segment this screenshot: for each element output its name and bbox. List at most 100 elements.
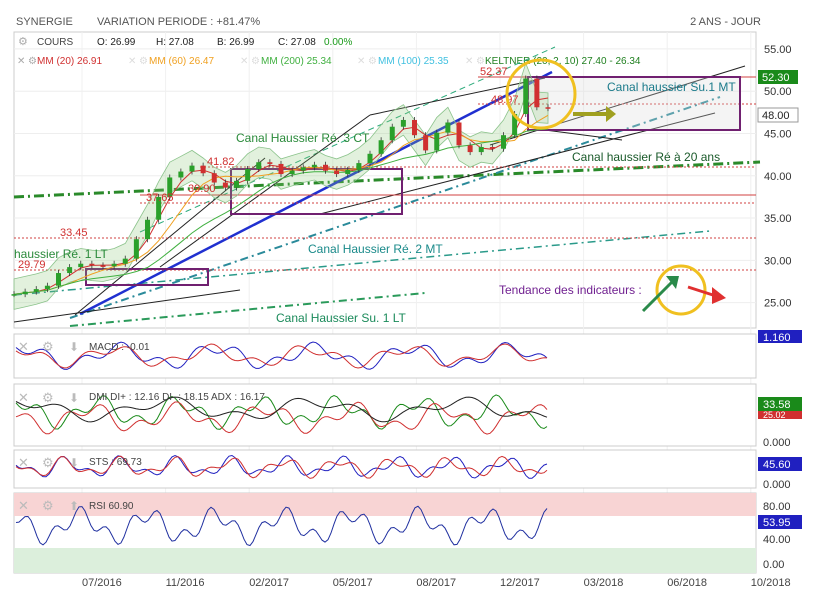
period-label: 2 ANS - JOUR xyxy=(690,16,761,28)
rsi-overbought-zone xyxy=(14,493,756,516)
price-tick-label: 45.00 xyxy=(764,128,792,140)
sts-axis-zero: 0.000 xyxy=(763,479,791,491)
channel-su-1lt-line xyxy=(69,292,426,327)
close-icon[interactable]: ✕ xyxy=(18,455,29,470)
ohlc-label: COURS xyxy=(37,37,73,48)
ohlc-close: C: 27.08 xyxy=(278,37,316,48)
highlight-circle-top xyxy=(505,58,577,130)
close-icon[interactable]: ✕ xyxy=(18,339,29,354)
annotations: Canal Haussier Ré. 3 CT Canal haussier S… xyxy=(14,66,736,325)
macd-panel xyxy=(13,333,757,379)
candle-body xyxy=(512,114,518,136)
sts-badge: 45.60 xyxy=(763,459,791,471)
candle-body xyxy=(523,78,529,115)
black-line-6 xyxy=(544,129,623,141)
x-tick-label: 12/2017 xyxy=(500,577,540,589)
candle-body xyxy=(89,263,95,266)
consolidation-box-2 xyxy=(230,168,403,215)
arrow-down-icon[interactable]: ⬇ xyxy=(69,391,79,405)
gear-icon[interactable]: ⚙ xyxy=(28,56,37,67)
price-tick-label: 25.00 xyxy=(764,298,792,310)
candle-body xyxy=(267,162,273,164)
close-icon[interactable]: ✕ xyxy=(18,390,29,405)
candle-body xyxy=(44,285,50,290)
candle-body xyxy=(545,107,551,109)
gear-icon[interactable]: ⚙ xyxy=(42,455,54,470)
candle-body xyxy=(323,164,328,171)
macd-signal-line xyxy=(15,343,548,369)
annotation-canal-re-20ans: Canal haussier Ré à 20 ans xyxy=(572,150,720,164)
ma200-label: MM (200) 25.34 xyxy=(261,56,332,67)
consolidation-box-1 xyxy=(85,268,209,286)
rsi-oversold-zone xyxy=(14,548,756,573)
candle-body xyxy=(78,263,84,268)
arrow-down-icon[interactable]: ⬇ xyxy=(69,456,79,470)
price-panel xyxy=(13,31,757,329)
arrow-down-icon[interactable]: ⬇ xyxy=(69,340,79,354)
candle-body xyxy=(256,162,262,170)
price-axis: 55.00 50.00 45.00 40.00 35.00 30.00 25.00 xyxy=(764,44,792,310)
close-icon[interactable]: ✕ xyxy=(357,56,365,67)
gear-icon[interactable]: ⚙ xyxy=(42,498,54,513)
rsi-label: RSI 60.90 xyxy=(89,501,134,512)
price-badge-52-30: 52.30 xyxy=(762,72,790,84)
macd-badge-bg xyxy=(758,330,802,343)
candle-body xyxy=(534,78,540,108)
gear-icon[interactable]: ⚙ xyxy=(18,36,28,48)
level-label-48-97: 48.97 xyxy=(491,94,519,106)
macd-label: MACD : -0.01 xyxy=(89,342,150,353)
arrow-up-icon[interactable]: ⬆ xyxy=(69,499,79,513)
candle-body xyxy=(67,267,73,274)
blue-trend-line xyxy=(79,70,553,316)
candle-body xyxy=(189,165,195,172)
highlight-marks xyxy=(505,58,726,316)
gear-icon[interactable]: ⚙ xyxy=(139,56,148,67)
price-badges: 52.30 48.00 xyxy=(757,70,799,123)
black-line-2 xyxy=(74,157,266,316)
candle-body xyxy=(200,165,206,174)
close-icon[interactable]: ✕ xyxy=(18,498,29,513)
macd-line xyxy=(15,341,548,370)
price-badge-52-30-bg xyxy=(758,70,798,84)
candle-body xyxy=(445,122,451,133)
candle-body xyxy=(412,119,417,136)
gear-icon[interactable]: ⚙ xyxy=(42,339,54,354)
candle-body xyxy=(245,169,251,181)
candle-body xyxy=(100,265,106,267)
candle-body xyxy=(122,258,128,264)
arrow-right-head xyxy=(606,106,616,122)
candle-body xyxy=(111,263,117,267)
ohlc-change: 0.00% xyxy=(324,37,352,48)
close-icon[interactable]: ✕ xyxy=(128,56,136,67)
price-badge-48-00: 48.00 xyxy=(762,110,790,122)
annotation-canal-su-1mt: Canal haussier Su.1 MT xyxy=(607,80,736,94)
arrow-up-green-head xyxy=(666,276,679,289)
dmi-badge-green: 33.58 xyxy=(763,399,791,411)
candle-body xyxy=(234,180,239,188)
x-tick-label: 10/2018 xyxy=(751,577,791,589)
x-tick-label: 03/2018 xyxy=(584,577,624,589)
arrow-down-red-shaft xyxy=(687,285,717,298)
candle-body xyxy=(345,169,351,175)
adx-line xyxy=(15,396,548,423)
price-tick-label: 50.00 xyxy=(764,86,792,98)
x-tick-label: 07/2016 xyxy=(82,577,122,589)
teal-dashed-upper xyxy=(139,46,556,233)
candle-body xyxy=(478,147,484,153)
price-grid xyxy=(14,32,756,573)
keltner-label: KELTNER (20, 2, 10) 27.40 - 26.34 xyxy=(485,56,641,67)
level-label-52-37: 52.37 xyxy=(480,66,508,78)
gear-icon[interactable]: ⚙ xyxy=(42,390,54,405)
gear-icon[interactable]: ⚙ xyxy=(476,56,485,67)
gear-icon[interactable]: ⚙ xyxy=(251,56,260,67)
ohlc-high: H: 27.08 xyxy=(156,37,194,48)
level-label-39-90: 39.90 xyxy=(188,183,216,195)
close-icon[interactable]: ✕ xyxy=(465,56,473,67)
close-icon[interactable]: ✕ xyxy=(240,56,248,67)
gear-icon[interactable]: ⚙ xyxy=(368,56,377,67)
close-icon[interactable]: ✕ xyxy=(17,56,25,67)
dmi-badge-green-bg xyxy=(758,397,802,411)
level-label-33-45: 33.45 xyxy=(60,227,88,239)
rsi-badge-bg xyxy=(758,515,802,529)
